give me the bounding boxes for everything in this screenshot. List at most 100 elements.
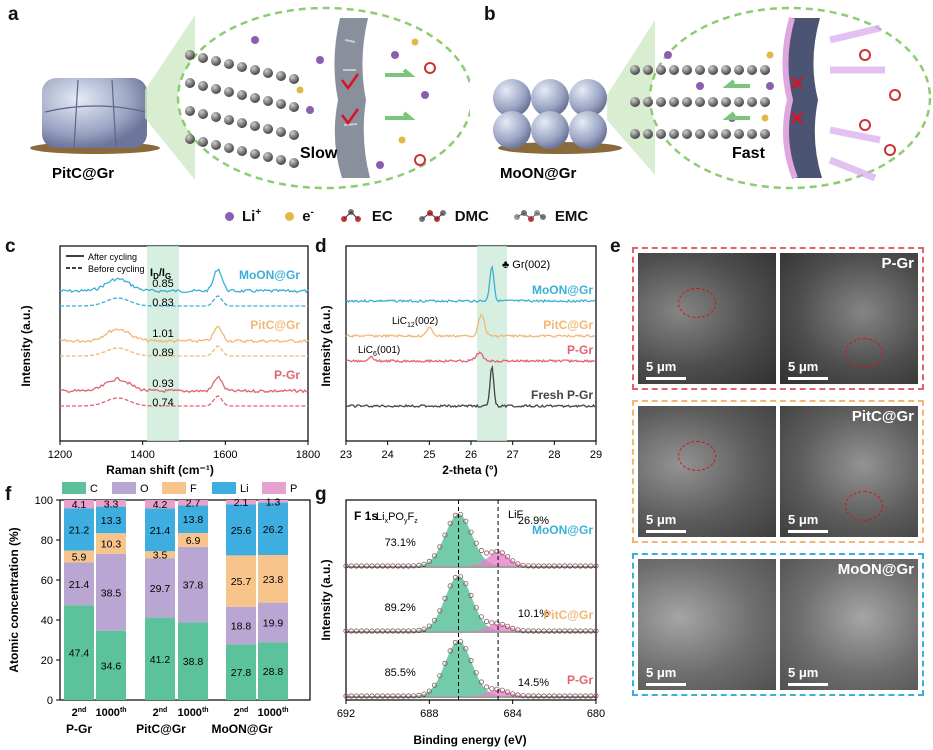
xps-data-point [463, 581, 469, 587]
xps-data-point [520, 562, 526, 568]
xps-data-point [369, 628, 375, 634]
xps-data-point [411, 628, 417, 634]
xps-data-point [431, 682, 438, 688]
bar-y-label: Atomic concentration (%) [7, 527, 21, 672]
bar-value-label: 29.7 [150, 583, 171, 595]
xps-data-point [463, 518, 469, 524]
xps-data-point [593, 693, 599, 699]
xps-series-label: PitC@Gr [543, 608, 593, 622]
xrd-line [345, 265, 596, 304]
bar-segment-o [145, 558, 175, 618]
bar-segment-p [64, 500, 94, 509]
xps-data-point [530, 628, 537, 634]
xps-data-point [364, 628, 370, 634]
xrd-x-tick-label: 24 [382, 449, 394, 461]
bar-segment-o [258, 602, 288, 643]
xps-data-point [421, 561, 427, 567]
bar-legend-swatch [262, 482, 286, 494]
xps-x-tick-label: 684 [503, 708, 521, 720]
xrd-x-tick-label: 26 [465, 449, 477, 461]
xps-data-point [390, 693, 396, 699]
xps-data-point [447, 520, 453, 526]
bar-segment-f [145, 551, 175, 559]
xps-data-point [520, 693, 526, 699]
xps-data-point [353, 563, 360, 569]
xps-data-point [405, 628, 412, 634]
bar-value-label: 10.3 [101, 539, 122, 551]
sem-panel-1: 5 μm 5 μm P-Gr [632, 247, 924, 390]
emc-molecule-icon [513, 210, 546, 222]
xps-data-point [530, 563, 537, 569]
xps-data-point [405, 563, 412, 569]
bar-y-tick-label: 0 [47, 695, 53, 707]
scale-bar [788, 377, 828, 380]
xps-data-point [499, 687, 505, 693]
xps-data-point [442, 660, 448, 666]
xps-data-point [562, 628, 568, 634]
xps-data-point [504, 623, 511, 629]
bar-value-label: 13.3 [101, 515, 122, 527]
xps-data-point [374, 563, 380, 569]
xps-data-point [489, 686, 495, 692]
bar-value-label: 21.4 [150, 525, 171, 537]
sem-image: 5 μm [638, 253, 776, 384]
raman-x-tick-label: 1400 [130, 449, 154, 461]
scale-bar [646, 377, 686, 380]
bar-cycle-label: 2nd [234, 707, 249, 719]
bar-y-tick-label: 80 [41, 535, 53, 547]
xps-data-point [416, 562, 422, 569]
raman-series-label: P-Gr [274, 368, 300, 382]
xps-data-point [364, 563, 370, 569]
raman-line-after [59, 325, 309, 344]
xps-data-point [421, 626, 427, 632]
xps-data-point [426, 688, 432, 694]
sem-sample-label: PitC@Gr [851, 408, 914, 425]
bar-segment-li [64, 508, 94, 551]
xps-data-point [395, 563, 401, 569]
bar-group-label: P-Gr [66, 722, 92, 736]
scale-bar [788, 683, 828, 686]
xps-peak-lixpoyfz [346, 641, 596, 696]
xps-data-point [458, 574, 464, 580]
xrd-series-label: MoON@Gr [532, 283, 593, 297]
panel-label-a: a [8, 4, 19, 25]
ions-a [251, 36, 436, 169]
xrd-x-tick-label: 27 [507, 449, 519, 461]
xps-data-point [343, 693, 349, 699]
bar-group-label: PitC@Gr [136, 722, 186, 736]
raman-x-tick-label: 1800 [296, 449, 320, 461]
xrd-annot-lic12: LiC12(002) [392, 316, 438, 329]
xps-data-point [473, 540, 479, 546]
xrd-series-label: PitC@Gr [543, 318, 593, 332]
bar-value-label: 1.3 [266, 496, 281, 508]
raman-x-tick-label: 1600 [213, 449, 237, 461]
bar-segment-o [226, 606, 256, 645]
xps-x-label: Binding energy (eV) [413, 733, 526, 747]
raman-ratio-value: 1.01 [152, 328, 173, 340]
xps-data-point [510, 691, 516, 697]
panel-label-f: f [5, 484, 12, 505]
bar-y-tick-label: 20 [41, 655, 53, 667]
sem-image: 5 μm [638, 559, 776, 690]
xps-data-point [437, 608, 443, 614]
bar-value-label: 25.7 [231, 576, 252, 588]
raman-chart: 0.85 0.83 MoON@Gr 1.01 0.89 PitC@Gr 0.93 0.74 P-… [19, 245, 320, 477]
dmc-molecule-icon [418, 210, 446, 222]
bar-value-label: 4.2 [153, 499, 168, 511]
xps-data-point [572, 563, 578, 569]
xps-series-label: MoON@Gr [532, 523, 593, 537]
xps-data-point [385, 693, 391, 699]
xps-x-tick-label: 680 [587, 708, 605, 720]
xps-data-point [582, 628, 589, 634]
bar-segment-f [226, 555, 256, 607]
xps-data-point [556, 693, 563, 699]
raman-legend-after: After cycling [88, 252, 137, 262]
bar-value-label: 47.4 [69, 648, 90, 660]
xps-data-point [551, 693, 557, 699]
bar-value-label: 3.5 [153, 550, 168, 562]
graphene-layers-b [630, 65, 770, 139]
xrd-x-tick-label: 29 [590, 449, 602, 461]
bar-value-label: 26.2 [263, 524, 284, 536]
bar-segment-o [178, 546, 208, 623]
bar-segment-p [258, 500, 288, 503]
